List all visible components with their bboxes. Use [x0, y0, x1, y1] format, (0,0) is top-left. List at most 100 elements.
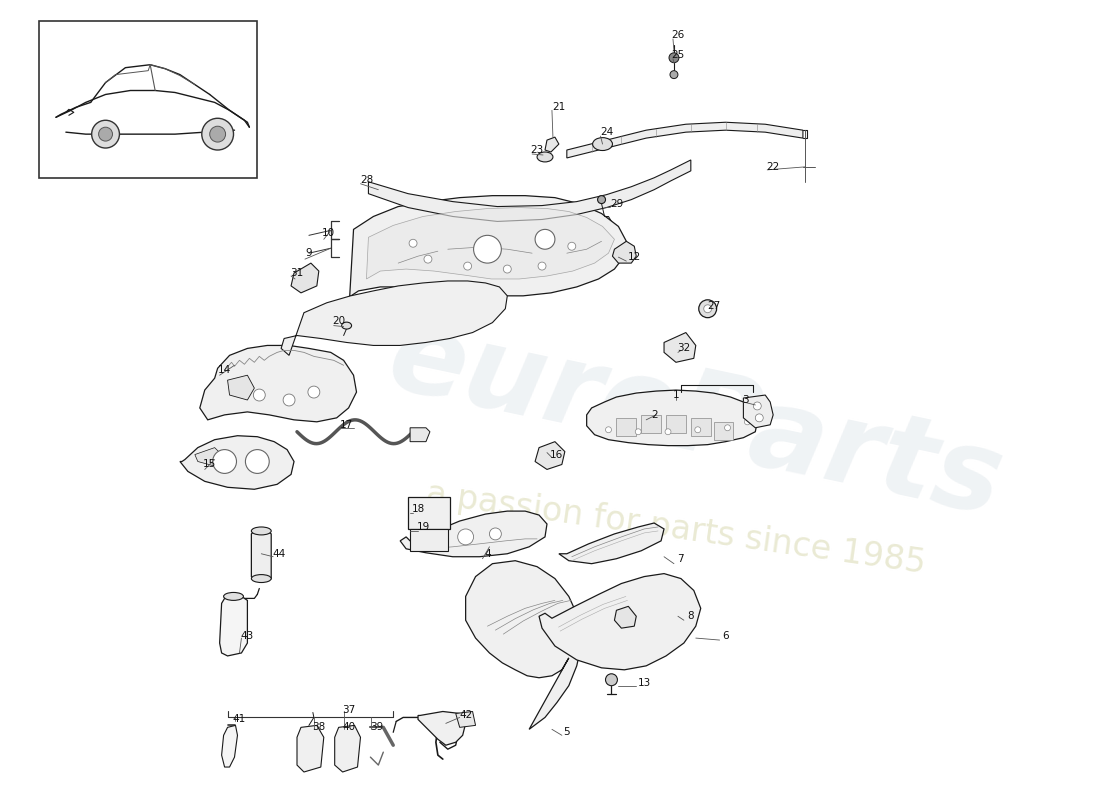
Circle shape	[91, 120, 120, 148]
Polygon shape	[566, 122, 803, 158]
Polygon shape	[221, 726, 238, 767]
Circle shape	[725, 425, 730, 430]
Circle shape	[424, 255, 432, 263]
Bar	[666, 415, 686, 433]
Bar	[714, 422, 734, 440]
Text: 37: 37	[342, 705, 355, 714]
Text: 1: 1	[672, 390, 680, 400]
Circle shape	[458, 529, 474, 545]
Polygon shape	[292, 263, 319, 293]
Text: 32: 32	[678, 343, 691, 354]
Circle shape	[99, 127, 112, 141]
Polygon shape	[539, 574, 701, 670]
Circle shape	[670, 70, 678, 78]
Polygon shape	[220, 597, 248, 656]
Ellipse shape	[342, 322, 352, 329]
Polygon shape	[228, 375, 254, 400]
Bar	[691, 418, 711, 436]
Text: 40: 40	[342, 722, 355, 732]
Circle shape	[409, 239, 417, 247]
Text: 29: 29	[609, 198, 623, 209]
Polygon shape	[200, 346, 356, 422]
Text: 2: 2	[651, 410, 658, 420]
Bar	[40, 21, 257, 178]
Circle shape	[283, 394, 295, 406]
Circle shape	[605, 674, 617, 686]
Bar	[641, 415, 661, 433]
Circle shape	[490, 528, 502, 540]
Text: 21: 21	[552, 102, 565, 112]
Bar	[410, 529, 448, 550]
Text: 41: 41	[233, 714, 246, 725]
Text: 42: 42	[459, 710, 472, 721]
Text: 4: 4	[484, 549, 491, 558]
Ellipse shape	[597, 196, 605, 203]
Polygon shape	[535, 442, 564, 470]
Polygon shape	[596, 217, 615, 226]
Polygon shape	[664, 333, 696, 362]
Polygon shape	[334, 726, 361, 772]
Ellipse shape	[593, 138, 613, 150]
Text: 27: 27	[707, 301, 721, 310]
Text: 19: 19	[417, 522, 430, 532]
Ellipse shape	[223, 593, 243, 600]
Circle shape	[754, 402, 761, 410]
Circle shape	[201, 118, 233, 150]
Polygon shape	[465, 561, 582, 730]
Circle shape	[605, 426, 612, 433]
Text: 25: 25	[671, 50, 684, 60]
Circle shape	[704, 305, 712, 313]
Text: 6: 6	[723, 631, 729, 641]
Text: 18: 18	[411, 504, 425, 514]
Polygon shape	[744, 395, 773, 428]
Circle shape	[464, 262, 472, 270]
Text: 13: 13	[638, 678, 651, 688]
Polygon shape	[180, 436, 294, 490]
Text: 31: 31	[290, 268, 304, 278]
Text: 39: 39	[370, 722, 383, 732]
Text: 7: 7	[678, 554, 684, 564]
Polygon shape	[455, 711, 475, 727]
Text: 5: 5	[563, 727, 570, 738]
Text: 8: 8	[688, 611, 694, 622]
Text: 9: 9	[306, 248, 312, 258]
Polygon shape	[282, 281, 507, 355]
Polygon shape	[195, 448, 224, 467]
Text: 26: 26	[671, 30, 684, 40]
Text: 3: 3	[742, 395, 749, 405]
Circle shape	[474, 235, 502, 263]
Text: 20: 20	[332, 316, 345, 326]
Circle shape	[245, 450, 270, 474]
Circle shape	[308, 386, 320, 398]
Circle shape	[745, 419, 750, 425]
Circle shape	[695, 426, 701, 433]
Text: euroParts: euroParts	[379, 301, 1013, 539]
Text: 44: 44	[273, 549, 286, 558]
Text: 10: 10	[322, 228, 335, 238]
Polygon shape	[366, 207, 615, 279]
Text: 28: 28	[360, 174, 373, 185]
Circle shape	[535, 230, 554, 250]
Text: 24: 24	[600, 127, 613, 137]
Polygon shape	[368, 160, 691, 222]
Polygon shape	[544, 137, 559, 152]
Circle shape	[666, 429, 671, 434]
Circle shape	[669, 53, 679, 62]
Ellipse shape	[537, 152, 553, 162]
Polygon shape	[613, 242, 636, 263]
Text: 12: 12	[628, 252, 641, 262]
Text: 22: 22	[767, 162, 780, 172]
Circle shape	[253, 389, 265, 401]
Circle shape	[568, 242, 575, 250]
Polygon shape	[559, 523, 664, 564]
Polygon shape	[400, 511, 547, 557]
Circle shape	[636, 429, 641, 434]
Ellipse shape	[252, 527, 272, 535]
Text: 16: 16	[550, 450, 563, 459]
Polygon shape	[615, 606, 636, 628]
Text: 38: 38	[312, 722, 326, 732]
Circle shape	[756, 414, 763, 422]
Bar	[408, 498, 450, 529]
Polygon shape	[418, 711, 465, 746]
Bar	[616, 418, 636, 436]
